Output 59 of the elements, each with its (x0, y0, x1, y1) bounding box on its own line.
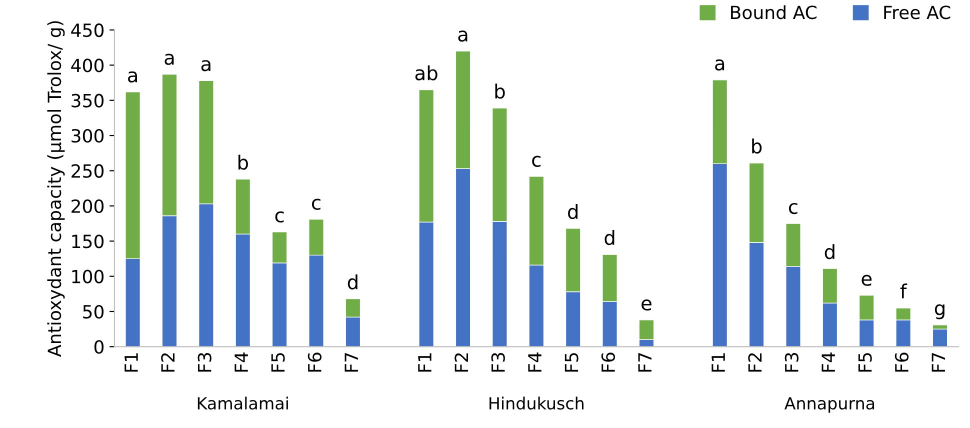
data-label: g (934, 304, 944, 320)
x-tick-label: F4 (234, 352, 248, 372)
y-tick-label: 150 (72, 234, 104, 248)
data-label: e (642, 299, 652, 311)
y-tick-label: 250 (72, 164, 104, 178)
data-label: d (348, 274, 358, 290)
data-label: b (752, 138, 762, 154)
text: Hindukusch (490, 396, 584, 410)
legend-label: Bound AC (731, 5, 816, 20)
x-tick-label: F4 (528, 352, 542, 372)
x-tick-label: F5 (271, 353, 285, 372)
x-tick-label: F2 (161, 353, 174, 372)
x-tick-label: F2 (748, 353, 762, 372)
y-tick-label: 200 (72, 199, 104, 214)
x-tick-label: F6 (894, 352, 909, 372)
data-label: a (201, 60, 210, 72)
text: Kamalamai (198, 396, 288, 410)
y-tick-label: 300 (72, 128, 104, 143)
data-label: f (900, 284, 908, 298)
data-label: a (715, 59, 724, 71)
x-tick-label: F1 (124, 353, 138, 372)
y-tick-label: 400 (71, 58, 104, 72)
x-tick-label: F1 (712, 353, 725, 372)
data-label: c (532, 156, 541, 167)
data-label: e (862, 274, 872, 286)
data-label: d (568, 204, 578, 220)
x-tick-label: F1 (418, 353, 432, 372)
y-tick-label: 350 (72, 94, 104, 108)
data-label: b (495, 84, 505, 99)
y-tick-label: 50 (83, 304, 104, 319)
data-label: d (824, 244, 834, 260)
x-tick-label: F5 (858, 353, 872, 372)
x-tick-label: F2 (454, 353, 468, 372)
data-label: d (604, 230, 614, 246)
y-tick-label: 100 (72, 270, 104, 284)
data-label: c (312, 198, 320, 210)
x-tick-label: F5 (564, 353, 578, 372)
x-tick-label: F4 (822, 352, 835, 372)
data-label: b (238, 154, 248, 170)
data-label: a (458, 30, 468, 42)
data-label: c (275, 211, 284, 223)
text: Annapurna (784, 397, 874, 413)
legend-label: Free AC (884, 6, 950, 20)
data-label: c (788, 202, 798, 214)
x-tick-label: F6 (308, 352, 322, 372)
x-tick-label: F3 (491, 352, 505, 372)
data-label: a (128, 71, 137, 82)
x-tick-label: F7 (638, 353, 652, 372)
x-tick-label: F3 (784, 352, 798, 372)
x-tick-label: F7 (932, 353, 945, 372)
x-tick-label: F7 (344, 353, 358, 372)
x-tick-label: F6 (601, 352, 616, 372)
y-tick-label: 0 (94, 340, 104, 354)
y-tick-label: 450 (71, 23, 104, 38)
x-tick-label: F3 (198, 352, 212, 372)
data-label: a (164, 54, 174, 65)
data-label: ab (415, 65, 438, 80)
bar (932, 328, 948, 347)
y-axis-title: Antioxydant capacity (µmol Trolox/ g) (47, 21, 65, 357)
